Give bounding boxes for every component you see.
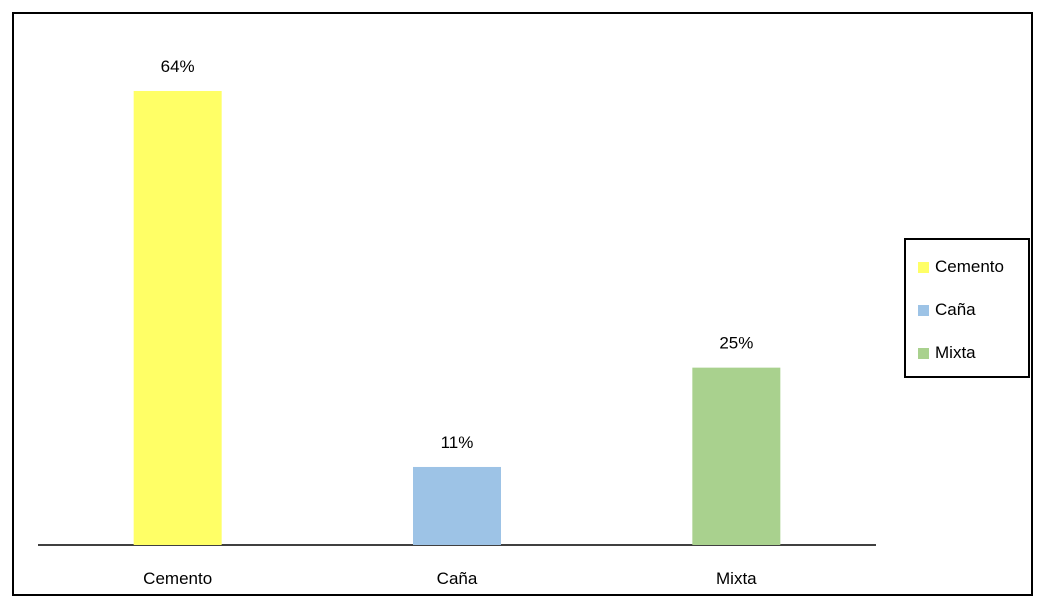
data-label-mixta: 25% (719, 334, 753, 353)
category-label-mixta: Mixta (716, 569, 757, 588)
legend-label-cana: Caña (935, 300, 976, 319)
bar-mixta (692, 367, 781, 545)
legend-item-mixta: Mixta (918, 342, 976, 364)
legend-item-cana: Caña (918, 299, 976, 321)
category-label-cana: Caña (437, 569, 478, 588)
legend-swatch-cana (918, 304, 929, 316)
legend: Cemento Caña Mixta (904, 238, 1030, 378)
data-label-cemento: 64% (161, 57, 195, 76)
bar-cana (413, 466, 501, 545)
legend-swatch-cemento (918, 261, 929, 273)
legend-swatch-mixta (918, 347, 929, 359)
legend-label-cemento: Cemento (935, 257, 1004, 276)
category-label-cemento: Cemento (143, 569, 212, 588)
legend-label-mixta: Mixta (935, 343, 976, 362)
legend-item-cemento: Cemento (918, 256, 1004, 278)
data-label-cana: 11% (441, 433, 474, 452)
bar-cemento (133, 90, 222, 545)
